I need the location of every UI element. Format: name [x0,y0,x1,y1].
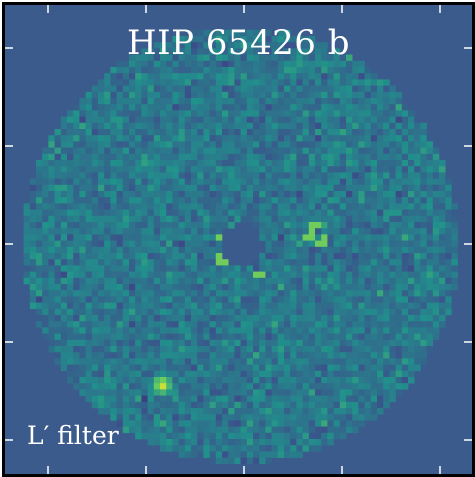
image-title: HIP 65426 b [127,23,350,63]
filter-label: L′ filter [27,421,119,450]
coronagraph-image [5,5,472,474]
noise-pixels [23,29,458,465]
